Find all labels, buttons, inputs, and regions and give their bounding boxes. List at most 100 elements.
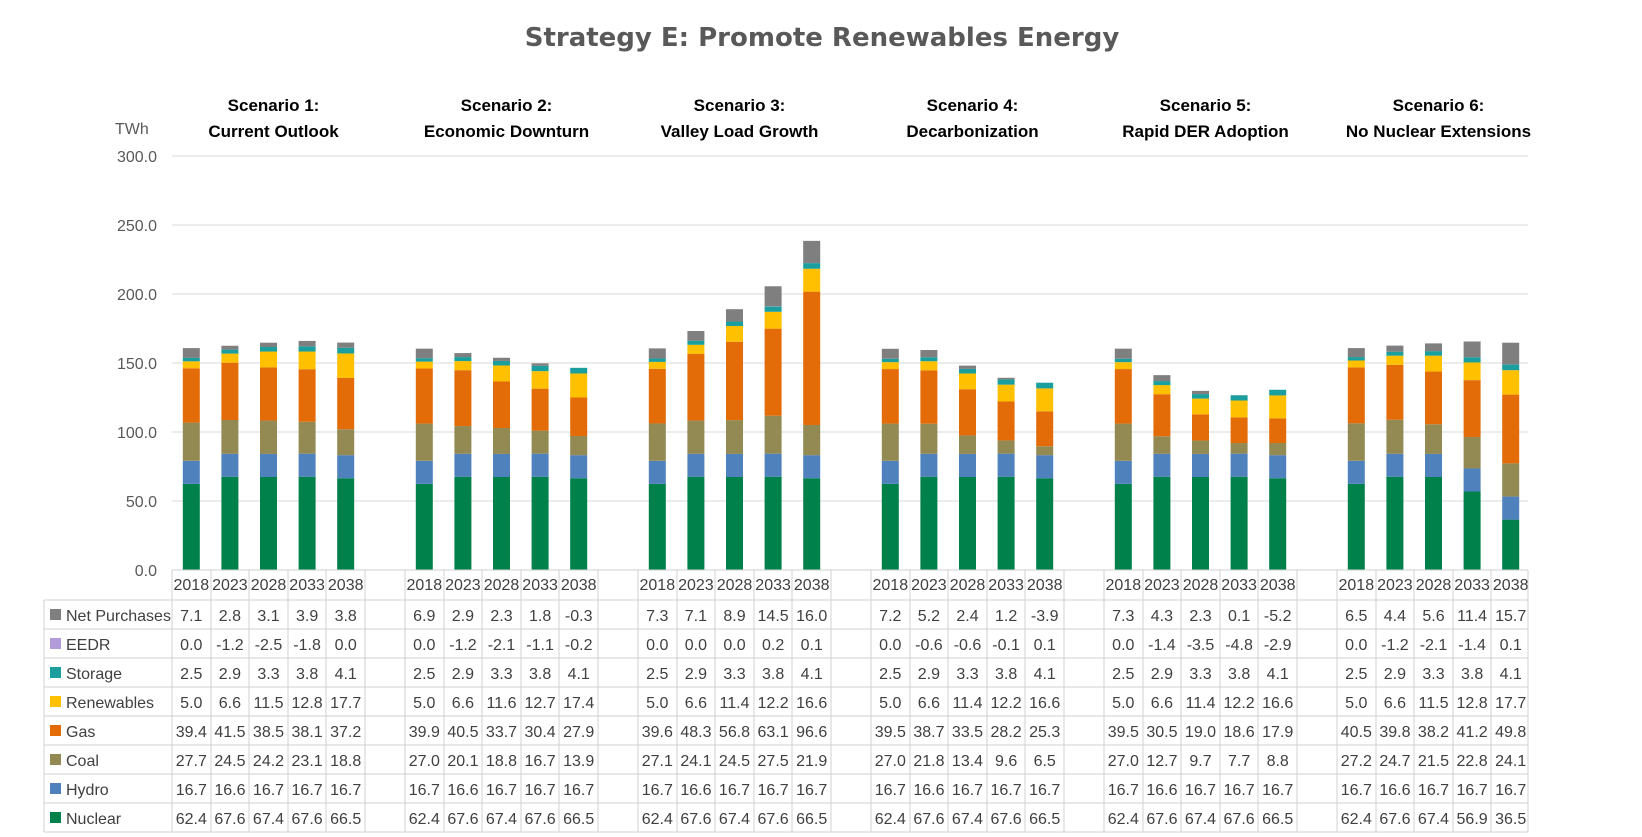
legend-label: Hydro: [66, 782, 109, 799]
bar-segment-gas: [1192, 414, 1209, 441]
table-cell: 1.8: [529, 608, 551, 625]
bar-segment-renewables: [1114, 362, 1132, 370]
bar-segment-net-purchases: [959, 365, 976, 369]
bar-segment-hydro: [1425, 453, 1442, 477]
bar-segment-coal: [337, 429, 355, 456]
scenario-title: Scenario 3:: [694, 96, 786, 115]
table-cell: 2.8: [219, 608, 241, 625]
legend-swatch: [50, 783, 61, 794]
table-cell: 16.6: [1379, 782, 1410, 799]
bar-segment-storage: [1502, 364, 1520, 371]
bar-segment-gas: [337, 377, 355, 430]
bar-segment-coal: [415, 423, 433, 461]
bar-segment-net-purchases: [493, 357, 510, 361]
bar-segment-storage: [260, 346, 277, 352]
bar-segment-coal: [298, 421, 316, 454]
table-cell: 67.6: [292, 811, 323, 828]
bar-segment-renewables: [764, 311, 782, 329]
y-tick-label: 0.0: [135, 563, 157, 580]
bar-segment-nuclear: [726, 476, 743, 570]
table-cell: -1.8: [293, 637, 321, 654]
bar-segment-gas: [260, 367, 277, 421]
table-cell: -2.9: [1264, 637, 1292, 654]
table-cell: 0.0: [180, 637, 202, 654]
table-cell: -4.8: [1225, 637, 1253, 654]
table-cell: 17.7: [330, 695, 361, 712]
table-cell: 4.3: [1151, 608, 1173, 625]
bar-segment-net-purchases: [881, 348, 899, 359]
table-cell: 62.4: [875, 811, 906, 828]
table-cell: 5.0: [180, 695, 202, 712]
year-label: 2033: [755, 577, 791, 594]
bar-segment-hydro: [298, 453, 316, 477]
legend-label: Storage: [66, 666, 122, 683]
legend-swatch: [50, 667, 61, 678]
bar-segment-storage: [221, 349, 239, 354]
bar-segment-gas: [803, 291, 821, 425]
bar-segment-hydro: [1192, 453, 1209, 477]
year-label: 2028: [1416, 577, 1452, 594]
bar-segment-nuclear: [687, 476, 705, 570]
table-cell: 56.8: [719, 724, 750, 741]
bar-segment-storage: [570, 367, 588, 374]
table-cell: 18.8: [330, 753, 361, 770]
table-cell: 67.4: [486, 811, 517, 828]
table-cell: 66.5: [330, 811, 361, 828]
table-cell: 39.6: [642, 724, 673, 741]
bar-segment-renewables: [997, 384, 1015, 402]
bar-segment-storage: [531, 365, 549, 372]
table-cell: 24.7: [1379, 753, 1410, 770]
table-cell: 30.5: [1146, 724, 1177, 741]
bar-segment-nuclear: [1463, 491, 1481, 570]
legend-swatch: [50, 754, 61, 765]
scenario-title: Scenario 4:: [927, 96, 1019, 115]
bar-segment-gas: [1230, 417, 1248, 444]
table-cell: 67.4: [1418, 811, 1449, 828]
y-tick-label: 250.0: [117, 218, 157, 235]
bar-segment-coal: [648, 423, 666, 461]
bar-segment-renewables: [298, 351, 316, 370]
table-cell: 0.1: [1228, 608, 1250, 625]
table-cell: 25.3: [1029, 724, 1060, 741]
bar-segment-coal: [1036, 446, 1054, 456]
year-label: 2028: [950, 577, 986, 594]
table-cell: 6.6: [219, 695, 241, 712]
table-cell: 67.6: [1146, 811, 1177, 828]
table-cell: 41.2: [1457, 724, 1488, 741]
bar-segment-hydro: [881, 460, 899, 484]
bar-segment-renewables: [221, 353, 239, 363]
scenario-title: Scenario 5:: [1160, 96, 1252, 115]
year-label: 2028: [251, 577, 287, 594]
bar-segment-renewables: [959, 373, 976, 390]
table-cell: 4.1: [1267, 666, 1289, 683]
bar-segment-gas: [570, 397, 588, 437]
table-cell: 16.7: [330, 782, 361, 799]
bar-segment-gas: [997, 401, 1015, 441]
table-cell: -1.2: [449, 637, 477, 654]
table-cell: 11.6: [487, 695, 517, 712]
bar-segment-gas: [959, 389, 976, 436]
bar-segment-hydro: [493, 453, 510, 477]
table-cell: 38.5: [253, 724, 284, 741]
table-cell: 3.3: [956, 666, 978, 683]
table-cell: 39.8: [1379, 724, 1410, 741]
table-cell: 11.4: [1457, 608, 1487, 625]
bar-segment-hydro: [997, 453, 1015, 477]
table-cell: 7.3: [1112, 608, 1134, 625]
bar-segment-hydro: [648, 460, 666, 484]
table-cell: 38.1: [292, 724, 323, 741]
table-cell: 3.8: [1228, 666, 1250, 683]
table-cell: 24.2: [253, 753, 284, 770]
table-cell: 12.7: [525, 695, 556, 712]
year-label: 2018: [174, 577, 210, 594]
bar-segment-storage: [687, 340, 705, 345]
legend-label: Coal: [66, 753, 99, 770]
bar-segment-coal: [764, 415, 782, 454]
table-cell: 67.4: [1185, 811, 1216, 828]
table-cell: 7.1: [685, 608, 707, 625]
table-cell: 0.0: [1345, 637, 1367, 654]
bar-segment-hydro: [1463, 468, 1481, 492]
table-cell: 16.7: [1108, 782, 1139, 799]
table-cell: 2.3: [1189, 608, 1211, 625]
table-cell: 67.6: [1224, 811, 1255, 828]
